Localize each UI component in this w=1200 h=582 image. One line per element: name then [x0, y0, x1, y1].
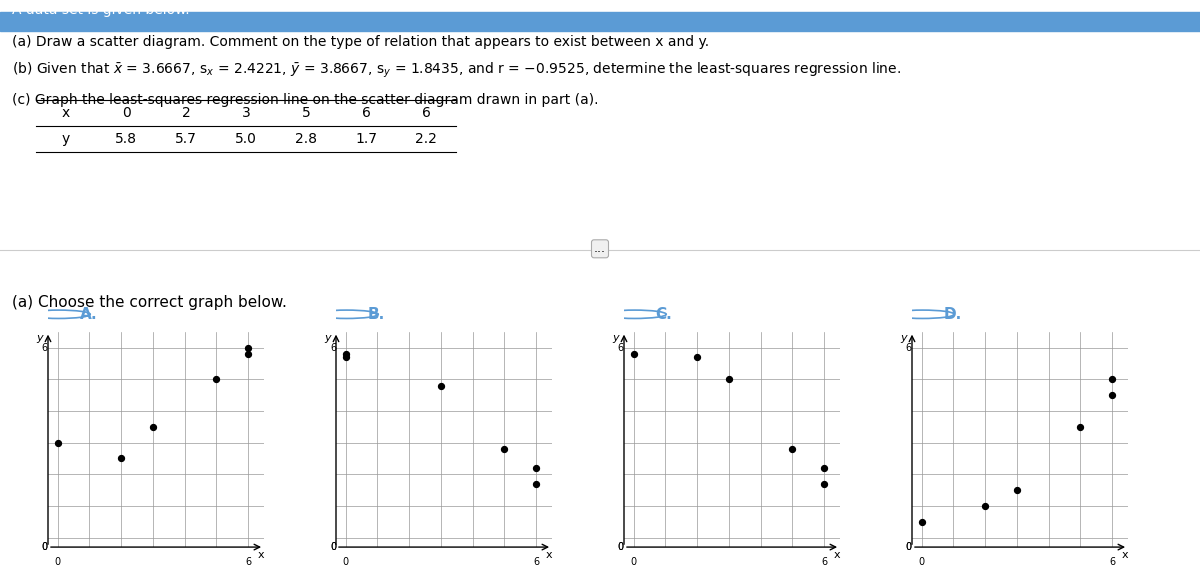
Text: 6: 6	[1109, 556, 1115, 567]
Text: x: x	[258, 550, 264, 560]
Point	[494, 444, 514, 453]
Text: ...: ...	[594, 242, 606, 255]
Text: y: y	[901, 333, 907, 343]
Point	[143, 422, 162, 431]
Point	[719, 375, 738, 384]
Text: 6: 6	[618, 343, 624, 353]
Point	[688, 353, 707, 362]
Text: (a) Draw a scatter diagram. Comment on the type of relation that appears to exis: (a) Draw a scatter diagram. Comment on t…	[12, 35, 709, 49]
Text: 0: 0	[906, 542, 912, 552]
Text: y: y	[62, 132, 70, 146]
Text: 0: 0	[42, 542, 48, 552]
Text: (c) Graph the least-squares regression line on the scatter diagram drawn in part: (c) Graph the least-squares regression l…	[12, 93, 599, 107]
Text: A data set is given below.: A data set is given below.	[12, 3, 190, 17]
Text: 0: 0	[618, 542, 624, 552]
Point	[112, 454, 131, 463]
Point	[239, 343, 258, 352]
Text: x: x	[834, 550, 840, 560]
Text: (a) Choose the correct graph below.: (a) Choose the correct graph below.	[12, 295, 287, 310]
Point	[1070, 422, 1090, 431]
Point	[48, 438, 67, 447]
Text: x: x	[1122, 550, 1128, 560]
Text: (b) Given that $\bar{x}$ = 3.6667, s$_x$ = 2.4221, $\bar{y}$ = 3.8667, s$_y$ = 1: (b) Given that $\bar{x}$ = 3.6667, s$_x$…	[12, 61, 901, 80]
Text: 0: 0	[342, 556, 348, 567]
Point	[782, 444, 802, 453]
Text: 5.0: 5.0	[235, 132, 257, 146]
Text: 1.7: 1.7	[355, 132, 377, 146]
Text: 6: 6	[42, 343, 48, 353]
Point	[1103, 391, 1122, 400]
Point	[206, 375, 226, 384]
Text: y: y	[613, 333, 619, 343]
Text: 6: 6	[421, 105, 431, 120]
Text: 6: 6	[906, 343, 912, 353]
Text: x: x	[62, 105, 70, 120]
Text: 5.8: 5.8	[115, 132, 137, 146]
Point	[527, 479, 546, 488]
Text: 6: 6	[821, 556, 827, 567]
Text: 0: 0	[330, 542, 336, 552]
Text: 0: 0	[918, 556, 924, 567]
Point	[815, 479, 834, 488]
Point	[624, 349, 643, 359]
Text: D.: D.	[943, 307, 962, 322]
Point	[336, 353, 355, 362]
Point	[976, 501, 995, 510]
Text: B.: B.	[367, 307, 385, 322]
Text: 3: 3	[241, 105, 251, 120]
Text: x: x	[546, 550, 552, 560]
Text: y: y	[37, 333, 43, 343]
Text: 0: 0	[42, 542, 48, 552]
Point	[527, 463, 546, 473]
Text: 5: 5	[301, 105, 311, 120]
Point	[431, 381, 450, 391]
Text: 0: 0	[630, 556, 636, 567]
Text: 0: 0	[121, 105, 131, 120]
Text: 0: 0	[906, 542, 912, 552]
Point	[912, 517, 931, 526]
Point	[815, 463, 834, 473]
Text: 0: 0	[54, 556, 60, 567]
Text: 0: 0	[330, 542, 336, 552]
Point	[239, 349, 258, 359]
Text: A.: A.	[79, 307, 97, 322]
Text: 5.7: 5.7	[175, 132, 197, 146]
Text: y: y	[325, 333, 331, 343]
Bar	[0, 12, 1200, 31]
Text: 2.2: 2.2	[415, 132, 437, 146]
Text: C.: C.	[655, 307, 672, 322]
Point	[336, 349, 355, 359]
Text: 6: 6	[533, 556, 539, 567]
Text: 2: 2	[181, 105, 191, 120]
Point	[1103, 375, 1122, 384]
Text: 6: 6	[361, 105, 371, 120]
Point	[1007, 485, 1026, 495]
Text: 2.8: 2.8	[295, 132, 317, 146]
Text: 0: 0	[618, 542, 624, 552]
Text: 6: 6	[245, 556, 251, 567]
Text: 6: 6	[330, 343, 336, 353]
